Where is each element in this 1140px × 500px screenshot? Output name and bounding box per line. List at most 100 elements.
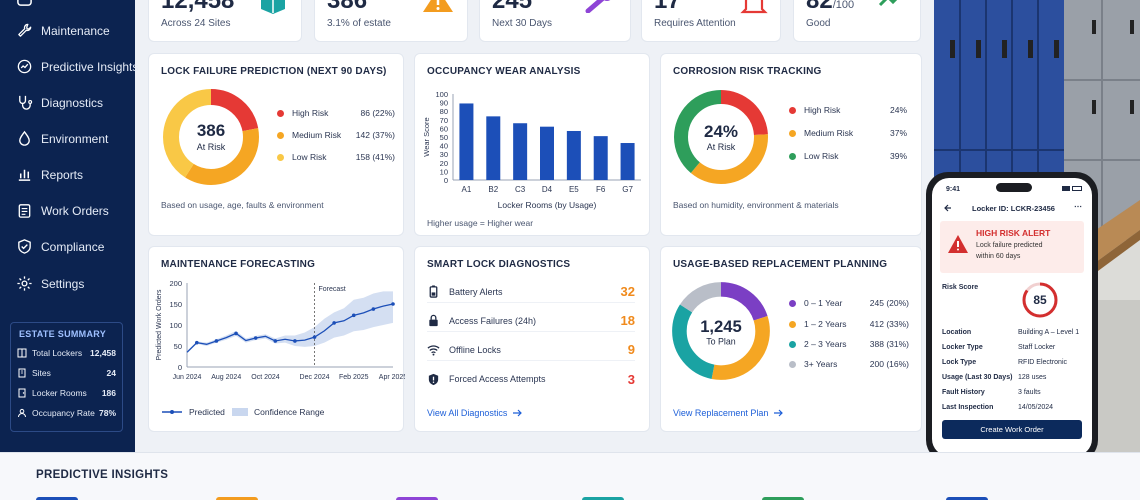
- legend-dot: [789, 299, 796, 307]
- kpi-card-alerts[interactable]: 17 Requires Attention: [641, 0, 781, 42]
- bar: [593, 136, 608, 180]
- sidebar-item-top[interactable]: [16, 0, 33, 7]
- donut-segments: [672, 282, 770, 380]
- diag-value: 18: [620, 313, 635, 328]
- x-tick-label: Oct 2024: [251, 374, 280, 381]
- y-tick-label: 150: [169, 300, 182, 309]
- donut-segments: [674, 90, 768, 184]
- legend-2-3-years: 2 – 3 Years 388 (31%): [789, 339, 909, 349]
- x-axis-label: Locker Rooms (by Usage): [498, 200, 597, 210]
- x-tick-label: Aug 2024: [211, 374, 241, 381]
- kpi-subtitle: Requires Attention: [654, 18, 736, 29]
- predicted-point: [332, 321, 336, 325]
- kpi-value: 386: [327, 0, 368, 14]
- risk-score-value: 85: [1033, 293, 1047, 307]
- donut-center-value: 386: [197, 121, 225, 140]
- sidebar-item-label: Reports: [41, 167, 84, 182]
- predicted-point: [214, 339, 219, 343]
- summary-label: Locker Rooms: [32, 388, 87, 398]
- kpi-value: 82: [806, 0, 833, 14]
- sidebar-item-diagnostics[interactable]: Diagnostics: [16, 94, 103, 111]
- detail-key: Location: [942, 329, 972, 336]
- sidebar-item-environment[interactable]: Environment: [16, 130, 108, 147]
- insight-chip-green[interactable]: [762, 497, 804, 500]
- alert-text-line1: Lock failure predicted: [976, 242, 1043, 249]
- predicted-point: [391, 302, 395, 306]
- legend-high-risk: High Risk 86 (22%): [277, 108, 395, 118]
- legend-label: 0 – 1 Year: [804, 298, 843, 308]
- donut-segment: [163, 89, 259, 185]
- legend-high-risk: High Risk 24%: [789, 105, 907, 115]
- view-replacement-plan-link[interactable]: View Replacement Plan: [673, 408, 784, 418]
- sidebar: Maintenance Predictive Insights Diagnost…: [0, 0, 138, 452]
- summary-row-sites: Sites 24: [17, 363, 116, 383]
- insight-chip-teal[interactable]: [582, 497, 624, 500]
- legend-dot: [789, 340, 796, 348]
- view-all-diagnostics-link[interactable]: View All Diagnostics: [427, 408, 523, 418]
- diag-row-battery[interactable]: Battery Alerts 32: [427, 281, 635, 303]
- sidebar-item-label: Compliance: [41, 239, 105, 254]
- lock-failure-card: LOCK FAILURE PREDICTION (NEXT 90 DAYS) 3…: [148, 53, 404, 236]
- y-tick-label: 10: [440, 167, 448, 176]
- sidebar-item-maintenance[interactable]: Maintenance: [16, 22, 110, 39]
- x-tick-label: C3: [515, 185, 526, 194]
- diag-row-offline[interactable]: Offline Locks 9: [427, 339, 635, 361]
- insight-chip-purple[interactable]: [396, 497, 438, 500]
- insight-chip-orange[interactable]: [216, 497, 258, 500]
- legend-line-swatch: [162, 410, 182, 414]
- legend-confidence: Confidence Range: [232, 407, 324, 417]
- shield-alert-icon: [428, 373, 439, 385]
- kpi-card-scheduled[interactable]: 245 Next 30 Days: [479, 0, 631, 42]
- kpi-value: 17: [654, 0, 681, 14]
- legend-label: High Risk: [292, 108, 329, 118]
- diag-row-access-failures[interactable]: Access Failures (24h) 18: [427, 310, 635, 332]
- card-title: LOCK FAILURE PREDICTION (NEXT 90 DAYS): [161, 66, 387, 77]
- kpi-value-wrap: 82/100: [806, 0, 854, 15]
- predicted-point: [273, 339, 278, 343]
- legend-3-plus-years: 3+ Years 200 (16%): [789, 359, 909, 369]
- summary-label: Sites: [32, 368, 51, 378]
- summary-value: 12,458: [90, 348, 116, 358]
- sidebar-item-work-orders[interactable]: Work Orders: [16, 202, 109, 219]
- sidebar-item-reports[interactable]: Reports: [16, 166, 83, 183]
- battery-status-icon: [1072, 186, 1082, 191]
- forecast-label: Forecast: [319, 286, 346, 293]
- predicted-point: [293, 339, 297, 343]
- diag-row-forced-access[interactable]: Forced Access Attempts 3: [427, 368, 635, 390]
- legend-low-risk: Low Risk 158 (41%): [277, 152, 395, 162]
- kpi-card-at-risk[interactable]: 386 3.1% of estate: [314, 0, 468, 42]
- detail-row: Last Inspection 14/05/2024: [942, 404, 1084, 411]
- legend-label: Predicted: [189, 407, 225, 417]
- summary-row-locker-rooms: Locker Rooms 186: [17, 383, 116, 403]
- diag-label: Offline Locks: [449, 344, 501, 355]
- x-tick-label: Feb 2025: [339, 374, 369, 381]
- reports-icon: [18, 169, 31, 181]
- phone-screen: 9:41 Locker ID: LCKR-23456 ⋯ HIGH RISK A…: [932, 178, 1092, 456]
- sidebar-item-predictive-insights[interactable]: Predictive Insights: [16, 58, 138, 75]
- legend-value: 142 (37%): [355, 130, 395, 140]
- back-arrow-icon[interactable]: [944, 204, 952, 212]
- bar: [566, 130, 581, 180]
- warning-icon: [948, 235, 968, 253]
- risk-score-gauge: 85: [1022, 282, 1058, 318]
- y-axis-label: Predicted Work Orders: [156, 289, 163, 361]
- kpi-card-total-lockers[interactable]: 12,458 Across 24 Sites: [148, 0, 302, 42]
- legend-value: 37%: [889, 128, 907, 138]
- signal-icon: [1062, 186, 1070, 191]
- card-title: USAGE-BASED REPLACEMENT PLANNING: [673, 259, 888, 270]
- detail-value: Staff Locker: [1018, 344, 1056, 351]
- insight-chip-navy[interactable]: [946, 497, 988, 500]
- y-tick-label: 90: [440, 99, 448, 108]
- sidebar-item-settings[interactable]: Settings: [16, 275, 84, 292]
- x-tick-label: F6: [596, 185, 606, 194]
- donut-center-value: 24%: [704, 122, 738, 141]
- sidebar-item-compliance[interactable]: Compliance: [16, 238, 104, 255]
- more-options-icon[interactable]: ⋯: [1074, 202, 1082, 211]
- card-footnote: Based on humidity, environment & materia…: [673, 200, 839, 210]
- insight-chip-blue[interactable]: [36, 497, 78, 500]
- dashboard-icon: [17, 0, 32, 6]
- create-work-order-button[interactable]: Create Work Order: [942, 420, 1082, 439]
- legend-value: 86 (22%): [360, 108, 396, 118]
- kpi-card-health-score[interactable]: 82/100 Good: [793, 0, 921, 42]
- legend-label: 2 – 3 Years: [804, 339, 847, 349]
